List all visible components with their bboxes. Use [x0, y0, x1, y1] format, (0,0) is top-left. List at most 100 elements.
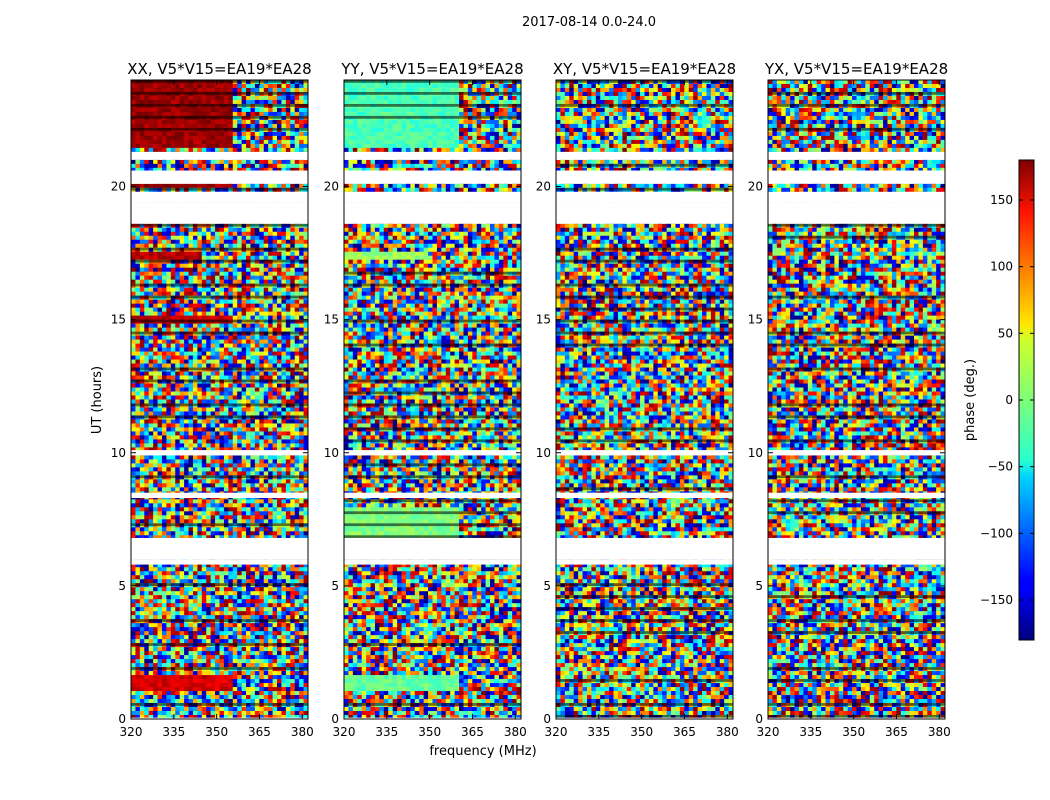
phase-cell: [206, 503, 212, 508]
phase-cell: [148, 107, 154, 113]
phase-cell: [192, 279, 198, 285]
phase-cell: [153, 323, 158, 329]
phase-cell: [290, 275, 296, 281]
phase-cell: [161, 339, 167, 344]
phase-cell: [139, 459, 145, 464]
phase-cell: [201, 399, 207, 404]
phase-cell: [290, 419, 296, 424]
phase-cell: [131, 99, 136, 105]
phase-cell: [281, 159, 287, 165]
phase-cell: [197, 339, 203, 344]
phase-cell: [250, 111, 256, 117]
phase-cell: [170, 507, 176, 512]
phase-cell: [157, 507, 163, 512]
phase-cell: [184, 159, 189, 165]
phase-cell: [246, 147, 251, 153]
phase-cell: [232, 227, 238, 233]
phase-cell: [294, 483, 300, 488]
phase-cell: [206, 459, 212, 464]
phase-cell: [131, 407, 136, 412]
phase-cell: [139, 399, 145, 404]
phase-cell: [290, 351, 296, 356]
phase-cell: [228, 419, 234, 424]
phase-cell: [153, 567, 158, 572]
phase-cell: [254, 327, 260, 332]
phase-cell: [259, 463, 265, 468]
phase-cell: [161, 163, 167, 169]
phase-cell: [232, 323, 238, 329]
phase-cell: [135, 167, 141, 173]
phase-cell: [277, 339, 282, 344]
phase-cell: [197, 431, 203, 436]
phase-cell: [179, 147, 185, 153]
phase-cell: [166, 355, 172, 360]
phase-cell: [206, 119, 212, 125]
phase-cell: [272, 459, 278, 464]
phase-cell: [206, 575, 212, 580]
phase-cell: [170, 563, 176, 568]
phase-cell: [277, 419, 282, 424]
phase-cell: [294, 519, 300, 524]
phase-cell: [281, 535, 287, 540]
phase-cell: [246, 511, 251, 516]
phase-cell: [206, 463, 212, 468]
phase-cell: [192, 471, 198, 476]
phase-cell: [281, 83, 287, 89]
phase-cell: [223, 327, 229, 332]
phase-cell: [272, 527, 278, 532]
phase-cell: [131, 503, 136, 508]
phase-cell: [268, 419, 273, 424]
phase-cell: [197, 439, 203, 444]
phase-cell: [135, 419, 141, 424]
phase-cell: [299, 107, 304, 113]
phase-cell: [254, 107, 260, 113]
phase-cell: [228, 251, 234, 257]
phase-cell: [184, 279, 189, 285]
phase-cell: [285, 363, 291, 368]
phase-cell: [153, 311, 158, 317]
phase-cell: [277, 251, 282, 257]
phase-cell: [161, 83, 167, 89]
phase-cell: [157, 83, 163, 89]
phase-cell: [188, 267, 194, 273]
phase-cell: [161, 95, 167, 101]
phase-cell: [161, 455, 167, 460]
phase-cell: [232, 395, 238, 400]
phase-cell: [188, 343, 194, 348]
phase-cell: [215, 419, 220, 424]
phase-cell: [131, 159, 136, 165]
phase-cell: [272, 383, 278, 388]
phase-cell: [294, 275, 300, 281]
phase-cell: [210, 271, 216, 277]
phase-cell: [153, 455, 158, 460]
phase-cell: [210, 347, 216, 352]
phase-cell: [201, 351, 207, 356]
phase-cell: [166, 303, 172, 309]
phase-cell: [294, 571, 300, 576]
phase-cell: [219, 535, 225, 540]
phase-cell: [215, 375, 220, 380]
phase-cell: [144, 167, 150, 173]
phase-cell: [223, 423, 229, 428]
phase-cell: [219, 323, 225, 329]
phase-cell: [131, 251, 136, 257]
phase-cell: [188, 515, 194, 520]
phase-cell: [179, 291, 185, 297]
phase-cell: [299, 267, 304, 273]
phase-cell: [299, 455, 304, 460]
phase-cell: [237, 159, 243, 165]
phase-cell: [188, 131, 194, 137]
phase-cell: [241, 471, 247, 476]
phase-cell: [299, 323, 304, 329]
phase-cell: [188, 255, 194, 261]
phase-cell: [272, 567, 278, 572]
phase-cell: [131, 303, 136, 309]
phase-cell: [184, 287, 189, 293]
phase-cell: [294, 255, 300, 261]
phase-cell: [303, 347, 308, 352]
phase-cell: [303, 299, 308, 305]
phase-cell: [144, 307, 150, 313]
phase-cell: [148, 231, 154, 237]
phase-cell: [223, 387, 229, 392]
phase-cell: [237, 503, 243, 508]
